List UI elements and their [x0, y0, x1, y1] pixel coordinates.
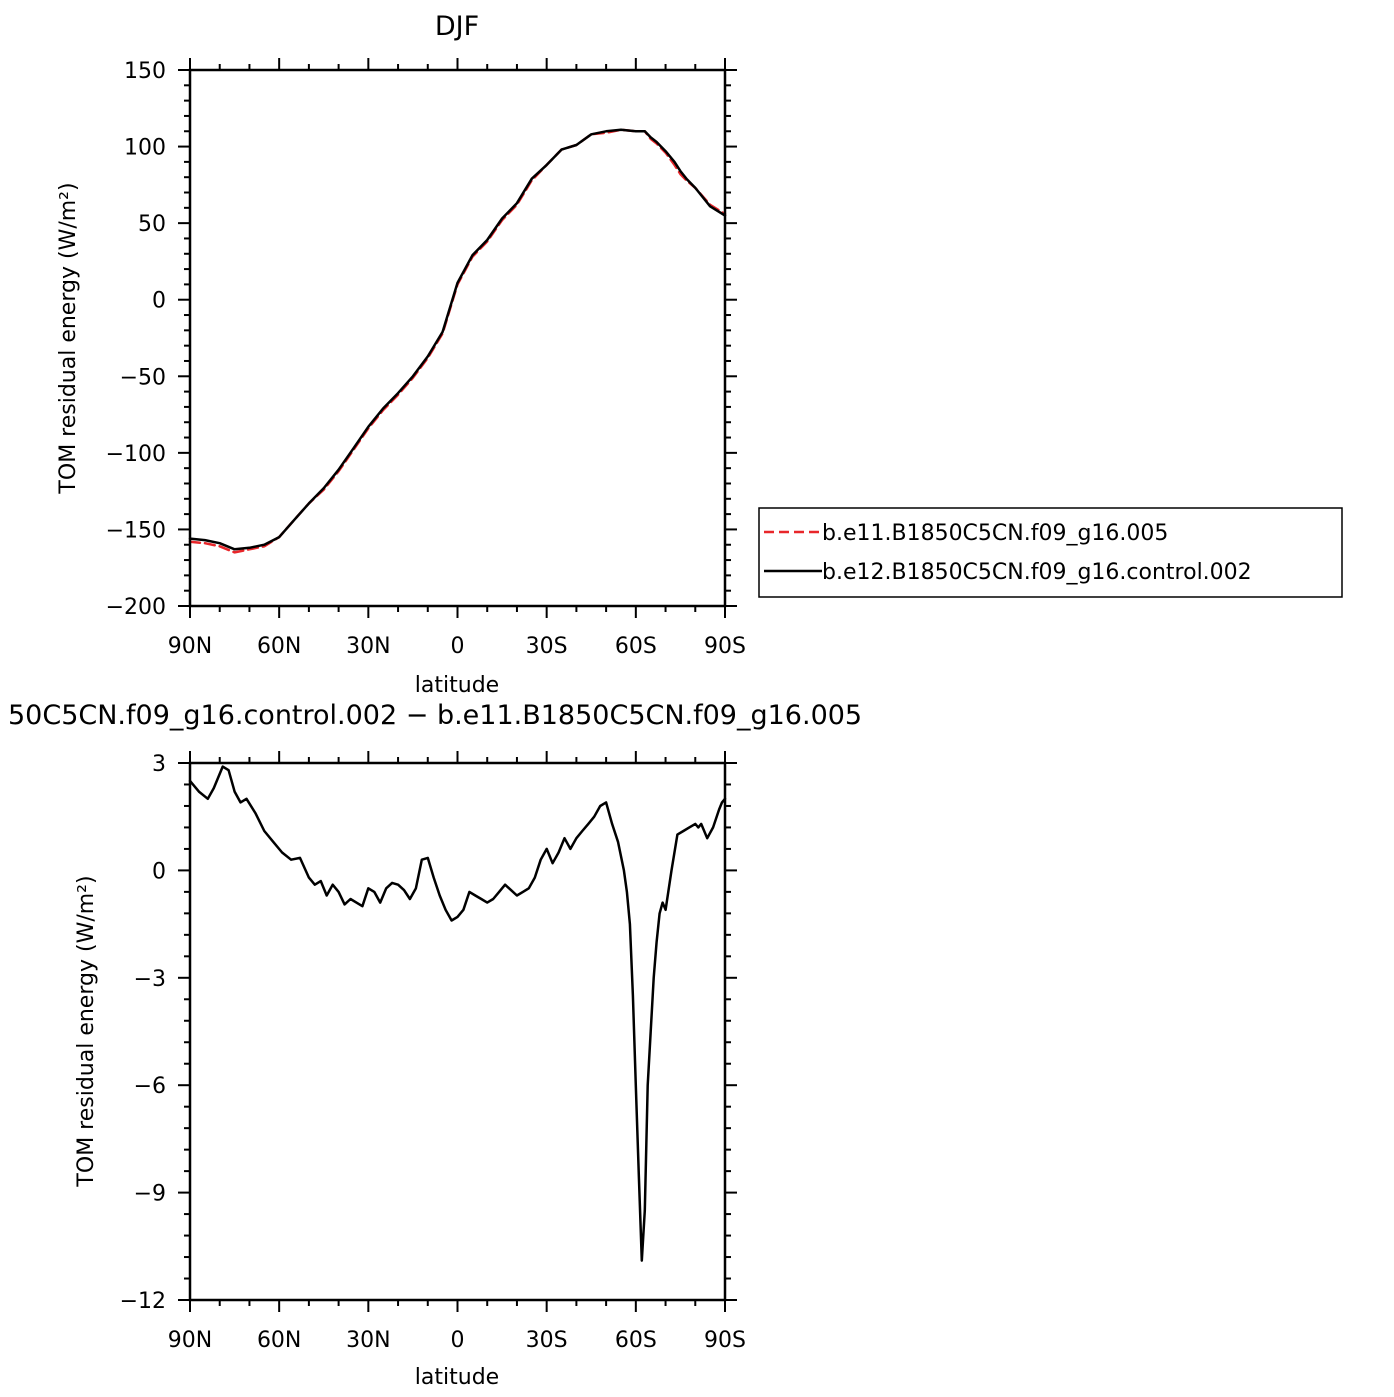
legend-label-series-2: b.e12.B1850C5CN.f09_g16.control.002 [822, 560, 1252, 585]
bottom-x-tick-label: 90S [704, 1328, 746, 1353]
top-y-axis-label: TOM residual energy (W/m²) [56, 182, 81, 494]
bottom-series-layer [188, 765, 727, 1262]
bottom-series-line-1 [188, 765, 727, 1262]
top-ticks-layer: 90N 60N 30N 0 30S 60S 90S 150 100 50 0 −50 −100 −150 −… [106, 58, 746, 659]
top-y-tick-label: 150 [124, 59, 166, 84]
legend-label-series-1: b.e11.B1850C5CN.f09_g16.005 [822, 521, 1168, 546]
bottom-y-tick-label: −6 [134, 1074, 166, 1099]
bottom-chart-title: 50C5CN.f09_g16.control.002 − b.e11.B1850… [8, 700, 862, 731]
top-y-tick-label: 0 [152, 289, 166, 314]
top-y-tick-label: −100 [106, 442, 166, 467]
bottom-x-tick-label: 0 [451, 1328, 465, 1353]
top-series-layer [188, 128, 727, 554]
bottom-y-axis-label: TOM residual energy (W/m²) [74, 875, 99, 1187]
top-x-tick-label: 60N [257, 634, 301, 659]
top-x-tick-label: 90S [704, 634, 746, 659]
bottom-y-tick-label: 0 [152, 859, 166, 884]
top-panel: DJF 90N 60N 30N 0 30S 60S 90S 150 100 50 0 −50 −100 −… [56, 11, 746, 698]
bottom-x-tick-label: 60S [615, 1328, 657, 1353]
top-chart-title: DJF [435, 11, 479, 42]
top-x-axis-label: latitude [415, 673, 499, 698]
bottom-y-tick-label: −12 [120, 1289, 166, 1314]
top-y-tick-label: −150 [106, 518, 166, 543]
top-x-tick-label: 60S [615, 634, 657, 659]
bottom-panel: 50C5CN.f09_g16.control.002 − b.e11.B1850… [8, 700, 862, 1390]
bottom-y-tick-label: −3 [134, 967, 166, 992]
top-plot-frame [188, 68, 727, 608]
bottom-y-tick-label: 3 [152, 752, 166, 777]
top-y-tick-label: 50 [138, 212, 166, 237]
bottom-x-axis-label: latitude [415, 1365, 499, 1390]
top-x-tick-label: 0 [451, 634, 465, 659]
bottom-y-tick-label: −9 [134, 1182, 166, 1207]
top-y-tick-label: 100 [124, 136, 166, 161]
top-x-tick-label: 30S [526, 634, 568, 659]
top-x-tick-label: 90N [168, 634, 212, 659]
bottom-x-tick-label: 30S [526, 1328, 568, 1353]
bottom-x-tick-label: 30N [346, 1328, 390, 1353]
top-y-tick-label: −50 [120, 365, 166, 390]
top-x-tick-label: 30N [346, 634, 390, 659]
bottom-x-tick-label: 90N [168, 1328, 212, 1353]
legend-box [758, 507, 1343, 598]
top-series-line-1 [188, 128, 727, 554]
top-y-tick-label: −200 [106, 595, 166, 620]
top-series-line-2 [188, 128, 727, 551]
legend: b.e11.B1850C5CN.f09_g16.005 b.e12.B1850C… [758, 507, 1343, 598]
bottom-ticks-layer: 90N 60N 30N 0 30S 60S 90S 3 0 −3 −6 −9 −12 [120, 751, 746, 1353]
bottom-x-tick-label: 60N [257, 1328, 301, 1353]
